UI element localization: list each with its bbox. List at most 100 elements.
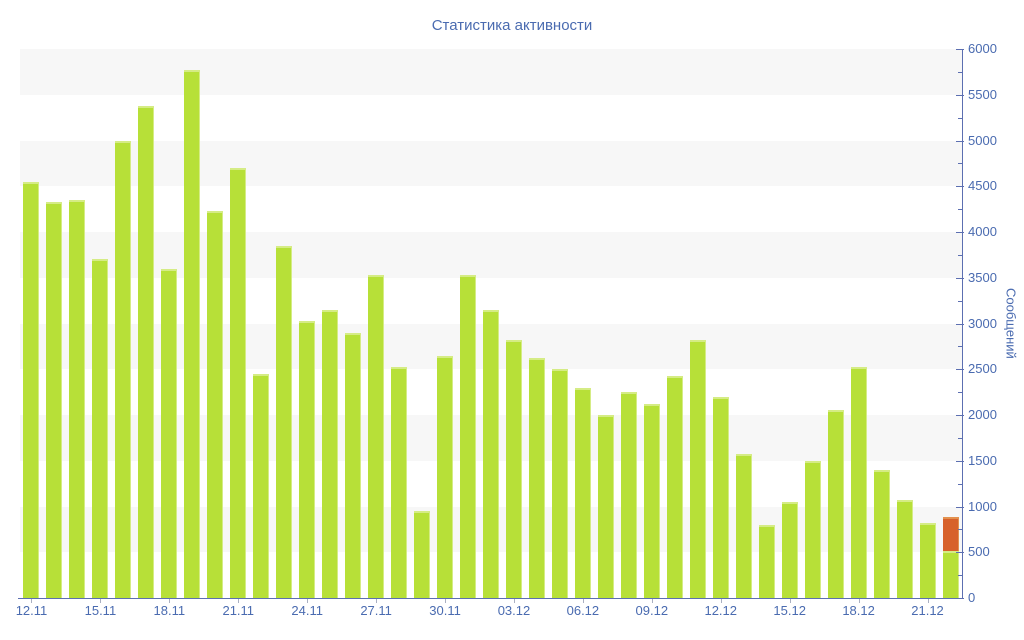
- x-tick: [31, 599, 32, 603]
- x-tick: [100, 599, 101, 603]
- bar-18.12: [850, 366, 867, 598]
- bar-15.11: [92, 259, 109, 598]
- y-tick-label: 5000: [968, 132, 997, 148]
- x-tick-label: 15.11: [84, 603, 117, 618]
- y-minor-tick: [958, 575, 963, 576]
- grid-band: [20, 49, 962, 95]
- bar-04.12: [528, 357, 545, 598]
- x-tick-label: 03.12: [497, 603, 531, 618]
- x-axis-line: [18, 598, 963, 599]
- y-major-tick: [956, 186, 964, 187]
- bar-29.11: [414, 511, 431, 598]
- bar-18.11: [161, 268, 178, 598]
- bar-23.11: [276, 245, 293, 598]
- bar-24.11: [299, 321, 316, 598]
- bar-22.12: [942, 551, 959, 598]
- y-major-tick: [956, 141, 964, 142]
- y-minor-tick: [958, 209, 963, 210]
- y-tick-label: 500: [968, 544, 990, 560]
- bar-01.12: [460, 275, 477, 598]
- bar-14.12: [758, 524, 775, 598]
- y-minor-tick: [958, 72, 963, 73]
- grid-band: [20, 186, 962, 232]
- bar-06.12: [574, 387, 591, 598]
- y-tick-label: 1000: [968, 498, 997, 514]
- x-tick-label: 21.11: [222, 603, 255, 618]
- bar-02.12: [483, 309, 499, 598]
- bar-12.11: [23, 181, 40, 598]
- x-tick-label: 24.11: [291, 603, 323, 618]
- bar-16.12: [804, 460, 821, 598]
- y-tick-label: 0: [968, 590, 976, 605]
- bar-10.12: [666, 376, 683, 598]
- bar-22.11: [253, 373, 270, 598]
- bar-26.11: [345, 332, 362, 598]
- y-tick-label: 3500: [968, 269, 997, 285]
- x-tick-label: 15.12: [773, 603, 806, 618]
- x-tick: [859, 599, 860, 603]
- y-tick-label: 3000: [968, 315, 997, 331]
- bar-14.11: [69, 199, 86, 598]
- y-major-tick: [956, 278, 964, 279]
- y-minor-tick: [958, 392, 963, 393]
- y-major-tick: [956, 552, 964, 553]
- x-tick: [169, 599, 170, 603]
- y-minor-tick: [958, 255, 963, 256]
- bar-30.11: [437, 355, 454, 598]
- y-tick-label: 1500: [968, 452, 997, 468]
- bar-20.11: [207, 211, 224, 598]
- y-major-tick: [956, 369, 964, 370]
- y-major-tick: [956, 461, 964, 462]
- x-tick: [445, 599, 446, 603]
- bar-05.12: [551, 369, 568, 598]
- y-major-tick: [956, 598, 964, 599]
- x-tick-label: 27.11: [360, 603, 392, 618]
- bar-21.12: [919, 522, 936, 598]
- bar-28.11: [391, 366, 408, 598]
- y-major-tick: [956, 95, 964, 96]
- x-tick: [307, 599, 308, 603]
- x-tick: [652, 599, 653, 603]
- y-major-tick: [956, 415, 964, 416]
- x-tick: [238, 599, 239, 603]
- bar-17.11: [138, 106, 155, 598]
- bar-top-segment-22.12: [942, 516, 959, 552]
- x-tick-label: 21.12: [911, 603, 944, 618]
- y-tick-label: 2000: [968, 407, 997, 422]
- x-tick: [721, 599, 722, 603]
- bar-16.11: [115, 140, 132, 598]
- x-tick: [583, 599, 584, 603]
- y-minor-tick: [958, 346, 963, 347]
- bar-15.12: [781, 501, 798, 598]
- y-major-tick: [956, 324, 964, 325]
- y-minor-tick: [958, 118, 963, 119]
- grid-band: [20, 140, 962, 187]
- y-tick-label: 6000: [968, 41, 997, 56]
- bar-07.12: [597, 415, 614, 598]
- y-major-tick: [956, 49, 964, 50]
- x-tick-label: 12.12: [704, 603, 738, 618]
- bar-21.11: [230, 167, 247, 598]
- bar-19.11: [184, 69, 201, 598]
- x-tick-label: 18.12: [842, 603, 875, 618]
- y-tick-label: 5500: [968, 86, 997, 102]
- bar-08.12: [620, 392, 637, 598]
- chart-title: Статистика активности: [431, 17, 593, 34]
- bar-09.12: [643, 403, 660, 598]
- y-minor-tick: [958, 438, 963, 439]
- x-tick: [514, 599, 515, 603]
- x-tick-label: 18.11: [153, 603, 186, 618]
- x-tick-label: 12.11: [15, 603, 48, 618]
- bar-25.11: [322, 309, 339, 598]
- x-tick: [928, 599, 929, 603]
- y-axis-title: Сообщений: [1003, 288, 1019, 359]
- x-tick-label: 09.12: [635, 603, 669, 618]
- y-tick-label: 2500: [968, 361, 997, 377]
- x-tick-label: 06.12: [566, 603, 600, 618]
- y-major-tick: [956, 232, 964, 233]
- bar-13.11: [46, 202, 63, 598]
- bar-12.12: [712, 396, 729, 598]
- bar-20.12: [896, 499, 913, 598]
- y-minor-tick: [958, 529, 963, 530]
